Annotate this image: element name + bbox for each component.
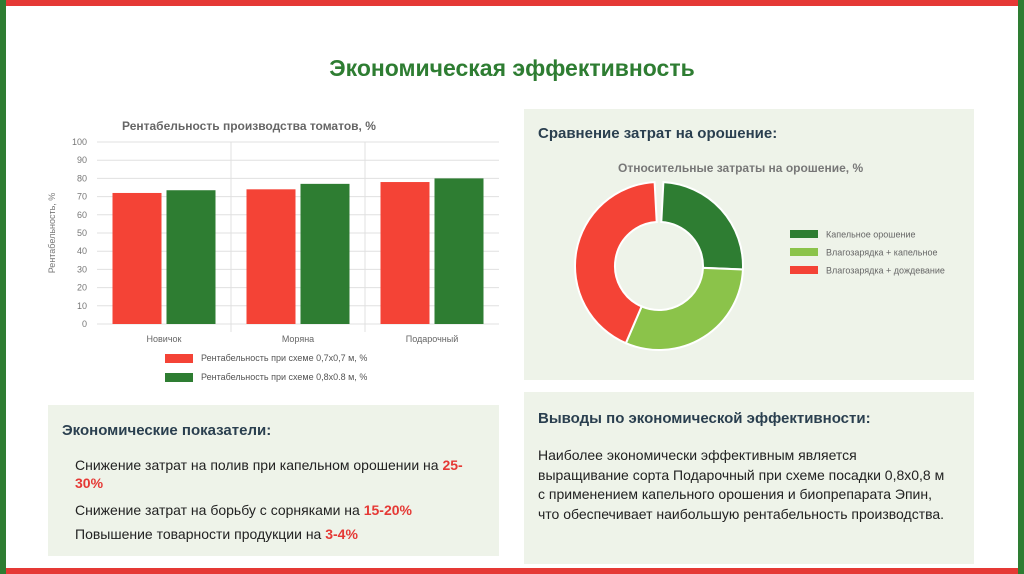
bar-chart-title: Рентабельность производства томатов, % bbox=[122, 119, 376, 133]
bar-series2-Моряна bbox=[300, 183, 350, 324]
metric-item-2: Снижение затрат на борьбу с сорняками на… bbox=[75, 501, 485, 519]
irrigation-heading: Сравнение затрат на орошение: bbox=[538, 125, 778, 142]
bar-series2-Новичок bbox=[166, 190, 216, 324]
page-title: Экономическая эффективность bbox=[329, 55, 695, 81]
metric-value-2: 15-20% bbox=[363, 502, 412, 518]
donut-legend-swatch-1 bbox=[790, 230, 818, 238]
conclusions-heading: Выводы по экономической эффективности: bbox=[538, 410, 871, 427]
x-tick-label-1: Моряна bbox=[282, 334, 314, 344]
bottom-border bbox=[0, 568, 1024, 574]
conclusion-text: Наиболее экономически эффективным являет… bbox=[538, 447, 945, 522]
donut-chart-title: Относительные затраты на орошение, % bbox=[618, 161, 863, 175]
y-tick-label-9: 90 bbox=[77, 155, 87, 165]
y-tick-label-5: 50 bbox=[77, 228, 87, 238]
bar-legend-swatch-1 bbox=[165, 353, 193, 363]
bar-series1-Подарочный bbox=[380, 182, 430, 324]
conclusions-panel bbox=[524, 392, 974, 564]
bar-legend-label-1: Рентабельность при схеме 0,7х0,7 м, % bbox=[201, 353, 368, 363]
y-tick-label-1: 10 bbox=[77, 301, 87, 311]
bar-legend-item-2: Рентабельность при схеме 0,8х0.8 м, % bbox=[165, 372, 367, 382]
bar-series1-Моряна bbox=[246, 189, 296, 324]
metric-item-3: Повышение товарности продукции на 3-4% bbox=[75, 525, 485, 543]
metrics-panel bbox=[48, 405, 499, 556]
y-axis-label: Рентабельность, % bbox=[47, 193, 57, 274]
bar-legend-swatch-2 bbox=[165, 372, 193, 382]
irrigation-donut-chart: Относительные затраты на орошение, % Капе… bbox=[574, 161, 945, 351]
metric-text-1: Снижение затрат на полив при капельном о… bbox=[75, 457, 443, 473]
donut-legend-label-1: Капельное орошение bbox=[826, 230, 916, 240]
bar-series1-Новичок bbox=[112, 192, 162, 324]
y-tick-label-7: 70 bbox=[77, 192, 87, 202]
top-border bbox=[0, 0, 1024, 6]
y-tick-label-0: 0 bbox=[82, 319, 87, 329]
donut-legend-label-2: Влагозарядка + капельное bbox=[826, 248, 937, 258]
metric-value-3: 3-4% bbox=[325, 526, 358, 542]
profitability-bar-chart: Рентабельность производства томатов, % 0 1… bbox=[47, 119, 499, 344]
donut-slice-2 bbox=[624, 266, 744, 351]
y-tick-label-10: 100 bbox=[72, 137, 87, 147]
bar-series2-Подарочный bbox=[434, 178, 484, 324]
metric-text-2: Снижение затрат на борьбу с сорняками на bbox=[75, 502, 364, 518]
metric-text-3: Повышение товарности продукции на bbox=[75, 526, 326, 542]
y-tick-label-3: 30 bbox=[77, 264, 87, 274]
right-border bbox=[1018, 0, 1024, 574]
left-border bbox=[0, 0, 6, 574]
donut-slice-1 bbox=[660, 181, 744, 271]
donut-slice-3 bbox=[574, 181, 658, 345]
y-tick-label-2: 20 bbox=[77, 283, 87, 293]
metric-value-1: 25-30% bbox=[75, 457, 463, 491]
bar-legend-item-1: Рентабельность при схеме 0,7х0,7 м, % bbox=[165, 353, 367, 363]
y-tick-label-8: 80 bbox=[77, 173, 87, 183]
x-tick-label-2: Подарочный bbox=[406, 334, 459, 344]
y-tick-label-6: 60 bbox=[77, 210, 87, 220]
y-tick-label-4: 40 bbox=[77, 246, 87, 256]
donut-legend-label-3: Влагозарядка + дождевание bbox=[826, 266, 945, 276]
metrics-heading: Экономические показатели: bbox=[62, 422, 272, 439]
donut-legend-swatch-3 bbox=[790, 266, 818, 274]
donut-legend-swatch-2 bbox=[790, 248, 818, 256]
bar-legend-label-2: Рентабельность при схеме 0,8х0.8 м, % bbox=[201, 372, 368, 382]
x-tick-label-0: Новичок bbox=[147, 334, 182, 344]
metric-item-1: Снижение затрат на полив при капельном о… bbox=[75, 456, 485, 492]
